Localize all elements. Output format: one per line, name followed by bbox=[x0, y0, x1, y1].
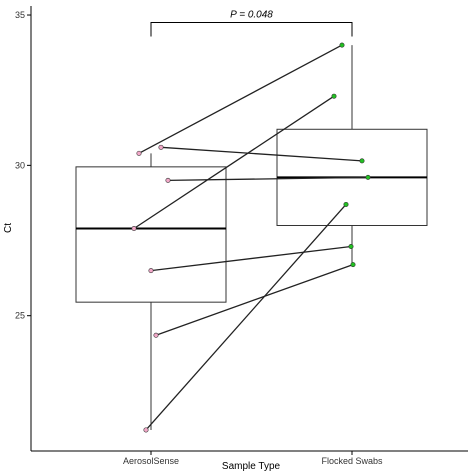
point-aerosolsense bbox=[165, 177, 171, 183]
point-aerosolsense bbox=[153, 332, 159, 338]
y-tick-label: 30 bbox=[15, 160, 25, 170]
point-flocked-swabs bbox=[331, 93, 337, 99]
box bbox=[75, 166, 227, 303]
pair-line bbox=[167, 176, 369, 182]
paired-lines bbox=[133, 44, 369, 431]
pair-line bbox=[160, 146, 363, 162]
significance-annotation: P = 0.048 bbox=[150, 10, 353, 37]
pair-line bbox=[138, 44, 343, 154]
p-value-label: P = 0.048 bbox=[230, 10, 273, 21]
point-flocked-swabs bbox=[350, 262, 356, 268]
axes: 25 30 35 AerosolSense Flocked Swabs bbox=[15, 6, 468, 466]
point-flocked-swabs bbox=[365, 174, 371, 180]
y-tick-label: 35 bbox=[15, 10, 25, 20]
pair-line bbox=[150, 245, 352, 272]
significance-bracket bbox=[150, 22, 353, 37]
y-axis-title: Ct bbox=[3, 223, 14, 233]
x-tick-label: AerosolSense bbox=[123, 456, 179, 466]
point-aerosolsense bbox=[148, 268, 154, 274]
y-tick-label: 25 bbox=[15, 311, 25, 321]
point-aerosolsense bbox=[131, 226, 137, 232]
x-tick-label: Flocked Swabs bbox=[321, 456, 383, 466]
boxplots bbox=[75, 45, 428, 430]
pair-line bbox=[155, 263, 354, 336]
x-axis-title: Sample Type bbox=[222, 461, 281, 472]
point-aerosolsense bbox=[136, 150, 142, 156]
point-flocked-swabs bbox=[359, 158, 365, 164]
point-flocked-swabs bbox=[348, 244, 354, 250]
pair-line bbox=[133, 95, 335, 230]
point-flocked-swabs bbox=[339, 42, 345, 48]
point-aerosolsense bbox=[158, 144, 164, 150]
data-points bbox=[131, 42, 371, 433]
pair-line bbox=[145, 204, 347, 431]
point-aerosolsense bbox=[143, 427, 149, 433]
point-flocked-swabs bbox=[343, 201, 349, 207]
